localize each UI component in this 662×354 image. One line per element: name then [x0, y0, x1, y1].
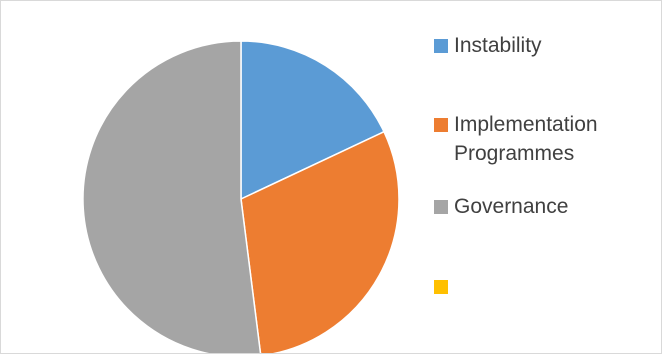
legend-label-implementation-programmes: Implementation Programmes — [454, 113, 598, 165]
legend-label-instability: Instability — [454, 34, 542, 57]
legend-item-instability: Instability — [434, 31, 542, 60]
legend-swatch-governance — [434, 200, 448, 214]
legend-item-governance: Governance — [434, 192, 568, 221]
legend-swatch-implementation-programmes — [434, 118, 448, 132]
legend-swatch-series-4 — [434, 280, 448, 294]
legend-item-series-4 — [434, 272, 454, 294]
legend-swatch-instability — [434, 39, 448, 53]
pie-slice-governance — [82, 40, 262, 353]
pie-slice-implementation-programmes — [240, 130, 400, 353]
legend-item-implementation-programmes: Implementation Programmes — [434, 110, 598, 168]
legend-label-governance: Governance — [454, 195, 569, 218]
pie-slice-instability — [240, 40, 385, 201]
